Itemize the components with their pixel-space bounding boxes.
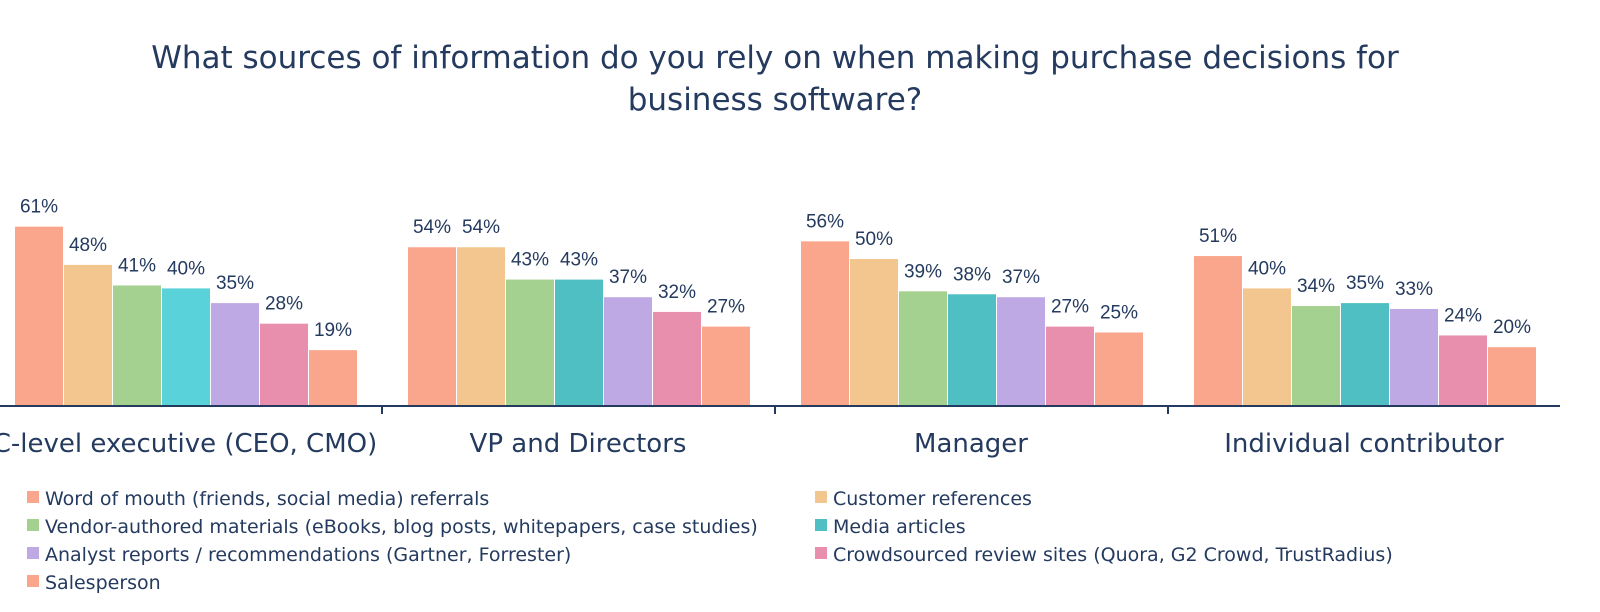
legend: Word of mouth (friends, social media) re… xyxy=(27,488,1393,594)
value-label-3-series-6: 27% xyxy=(1051,297,1089,318)
value-label-1-series-4: 40% xyxy=(167,258,205,279)
legend-label-2: Customer references xyxy=(833,488,1032,510)
bar-1-series-1 xyxy=(15,226,63,406)
bar-3-series-6 xyxy=(1046,326,1094,406)
bar-1-series-3 xyxy=(113,285,161,406)
legend-label-3: Vendor-authored materials (eBooks, blog … xyxy=(45,516,758,538)
legend-swatch-5 xyxy=(27,547,39,559)
bar-1-series-2 xyxy=(64,264,112,406)
legend-label-1: Word of mouth (friends, social media) re… xyxy=(45,488,489,510)
value-label-2-series-6: 32% xyxy=(658,282,696,303)
legend-swatch-2 xyxy=(815,491,827,503)
value-label-2-series-7: 27% xyxy=(707,297,745,318)
bar-4-series-3 xyxy=(1292,306,1340,406)
bar-1-series-5 xyxy=(211,303,259,406)
value-label-3-series-4: 38% xyxy=(953,264,991,285)
value-label-4-series-5: 33% xyxy=(1395,279,1433,300)
bar-4-series-7 xyxy=(1488,347,1536,406)
bar-2-series-1 xyxy=(408,247,456,406)
value-label-2-series-4: 43% xyxy=(560,250,598,271)
bar-4-series-6 xyxy=(1439,335,1487,406)
bar-4-series-2 xyxy=(1243,288,1291,406)
legend-label-7: Salesperson xyxy=(45,572,161,594)
legend-swatch-4 xyxy=(815,519,827,531)
legend-item-7: Salesperson xyxy=(27,572,161,594)
value-label-1-series-3: 41% xyxy=(118,255,156,276)
bar-4-series-1 xyxy=(1194,256,1242,406)
chart-title-line-2: business software? xyxy=(628,82,923,118)
bar-1-series-4 xyxy=(162,288,210,406)
value-label-1-series-7: 19% xyxy=(314,320,352,341)
legend-item-2: Customer references xyxy=(815,488,1032,510)
value-label-2-series-3: 43% xyxy=(511,250,549,271)
legend-swatch-1 xyxy=(27,491,39,503)
chart-title: What sources of information do you rely … xyxy=(151,40,1399,118)
value-label-4-series-4: 35% xyxy=(1346,273,1384,294)
bar-3-series-1 xyxy=(801,241,849,406)
legend-swatch-3 xyxy=(27,519,39,531)
value-label-2-series-1: 54% xyxy=(413,217,451,238)
legend-item-5: Analyst reports / recommendations (Gartn… xyxy=(27,544,571,566)
bar-2-series-2 xyxy=(457,247,505,406)
bar-3-series-4 xyxy=(948,294,996,406)
legend-label-4: Media articles xyxy=(833,516,966,538)
bar-1-series-7 xyxy=(309,350,357,406)
value-label-1-series-1: 61% xyxy=(20,197,58,218)
value-label-3-series-3: 39% xyxy=(904,261,942,282)
bar-4-series-5 xyxy=(1390,308,1438,406)
bar-3-series-7 xyxy=(1095,332,1143,406)
bar-2-series-4 xyxy=(555,279,603,406)
value-label-4-series-2: 40% xyxy=(1248,258,1286,279)
value-label-4-series-1: 51% xyxy=(1199,226,1237,247)
value-label-1-series-2: 48% xyxy=(69,235,107,256)
legend-swatch-7 xyxy=(27,575,39,587)
value-label-1-series-5: 35% xyxy=(216,273,254,294)
category-label-2: VP and Directors xyxy=(470,429,687,459)
value-label-3-series-5: 37% xyxy=(1002,267,1040,288)
value-label-4-series-6: 24% xyxy=(1444,305,1482,326)
value-label-2-series-2: 54% xyxy=(462,217,500,238)
legend-label-5: Analyst reports / recommendations (Gartn… xyxy=(45,544,571,566)
bar-2-series-6 xyxy=(653,311,701,406)
bar-2-series-3 xyxy=(506,279,554,406)
value-labels: 61% 54% 56% 51% 48% 54% 50% 40% 41% 43% 39% 34% 40% 4… xyxy=(20,197,1531,341)
bar-2-series-5 xyxy=(604,297,652,406)
value-label-4-series-7: 20% xyxy=(1493,317,1531,338)
legend-item-4: Media articles xyxy=(815,516,966,538)
bar-4-series-4 xyxy=(1341,303,1389,406)
value-label-1-series-6: 28% xyxy=(265,294,303,315)
bar-3-series-3 xyxy=(899,291,947,406)
bar-1-series-6 xyxy=(260,323,308,406)
bars-layer xyxy=(15,226,1536,406)
x-axis xyxy=(0,405,1560,414)
bar-3-series-5 xyxy=(997,297,1045,406)
bar-3-series-2 xyxy=(850,259,898,406)
chart-title-line-1: What sources of information do you rely … xyxy=(151,40,1399,76)
bar-2-series-7 xyxy=(702,326,750,406)
legend-item-3: Vendor-authored materials (eBooks, blog … xyxy=(27,516,758,538)
legend-label-6: Crowdsourced review sites (Quora, G2 Cro… xyxy=(833,544,1393,566)
category-label-3: Manager xyxy=(914,429,1028,459)
legend-item-6: Crowdsourced review sites (Quora, G2 Cro… xyxy=(815,544,1393,566)
legend-item-1: Word of mouth (friends, social media) re… xyxy=(27,488,489,510)
value-label-4-series-3: 34% xyxy=(1297,276,1335,297)
value-label-3-series-2: 50% xyxy=(855,229,893,250)
category-label-4: Individual contributor xyxy=(1224,429,1504,459)
category-label-1: C-level executive (CEO, CMO) xyxy=(0,429,377,459)
value-label-2-series-5: 37% xyxy=(609,267,647,288)
value-label-3-series-7: 25% xyxy=(1100,303,1138,324)
value-label-3-series-1: 56% xyxy=(806,211,844,232)
category-labels: C-level executive (CEO, CMO) VP and Direc… xyxy=(0,429,1504,459)
legend-swatch-6 xyxy=(815,547,827,559)
